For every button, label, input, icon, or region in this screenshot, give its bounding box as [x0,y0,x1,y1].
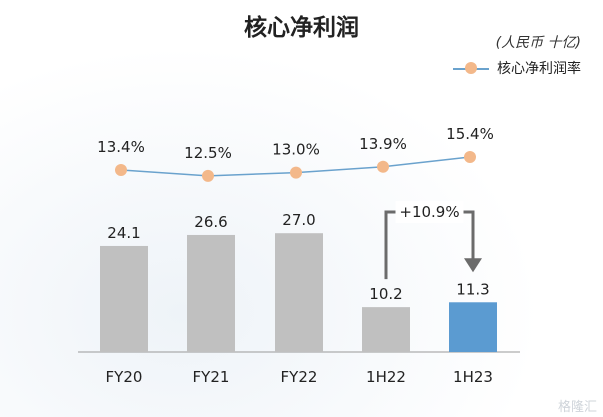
growth-arrowhead [464,258,482,273]
margin-point [290,166,302,179]
chart-title: 核心净利润 [244,15,359,41]
bar [449,302,497,352]
bar [362,307,410,352]
margin-point [115,164,127,176]
x-tick-label: 1H23 [453,368,493,386]
bar-value-label: 10.2 [369,285,402,303]
margin-value-label: 13.4% [97,138,145,156]
bar-value-label: 24.1 [107,224,140,242]
margin-point [464,151,476,163]
bar-value-label: 11.3 [456,280,489,298]
margin-value-label: 13.9% [359,135,407,153]
growth-label: +10.9% [399,203,459,221]
bar [100,245,148,352]
x-tick-label: FY20 [106,368,143,386]
legend-dot [465,62,477,74]
margin-value-label: 13.0% [272,141,320,159]
unit-label: (人民币 十亿) [495,35,581,51]
bar [275,233,323,352]
legend-label: 核心净利润率 [497,61,581,77]
x-tick-label: FY21 [193,368,230,386]
x-tick-label: FY22 [281,368,318,386]
watermark: 格隆汇 [557,400,597,415]
x-tick-label: 1H22 [366,368,406,386]
margin-value-label: 15.4% [446,125,494,143]
bar-value-label: 27.0 [282,211,315,229]
margin-value-label: 12.5% [184,144,232,162]
growth-label-bg [395,201,464,223]
bar-value-label: 26.6 [194,213,227,231]
bar [187,234,235,352]
margin-point [202,169,214,182]
legend: 核心净利润率 [453,58,581,78]
margin-point [377,160,389,173]
legend-marker-icon [453,61,489,75]
